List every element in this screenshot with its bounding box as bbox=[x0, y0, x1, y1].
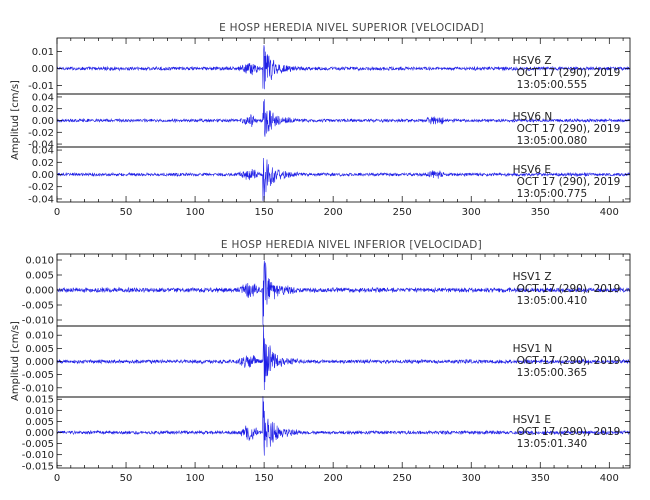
waveform-line bbox=[56, 99, 631, 137]
date-label: OCT 17 (290), 2019 bbox=[517, 283, 621, 295]
waveform-line bbox=[56, 45, 631, 90]
chart-title: E HOSP HEREDIA NIVEL INFERIOR [VELOCIDAD… bbox=[221, 239, 482, 251]
y-tick-label: -0.015 bbox=[22, 461, 54, 472]
y-tick-label: 0.015 bbox=[25, 395, 54, 406]
x-tick-label: 0 bbox=[54, 207, 60, 218]
waveform-line bbox=[56, 260, 631, 325]
x-tick-label: 250 bbox=[393, 207, 412, 218]
chart-inferior: E HOSP HEREDIA NIVEL INFERIOR [VELOCIDAD… bbox=[10, 239, 631, 484]
date-label: OCT 17 (290), 2019 bbox=[517, 176, 621, 188]
x-tick-label: 50 bbox=[120, 473, 133, 484]
station-label: HSV1 Z bbox=[513, 271, 552, 283]
y-tick-label: 0.010 bbox=[25, 406, 54, 417]
x-tick-label: 250 bbox=[393, 473, 412, 484]
x-tick-label: 100 bbox=[186, 207, 205, 218]
date-label: OCT 17 (290), 2019 bbox=[517, 123, 621, 135]
y-tick-label: 0.010 bbox=[25, 331, 54, 342]
time-label: 13:05:01.340 bbox=[517, 438, 588, 450]
date-label: OCT 17 (290), 2019 bbox=[517, 355, 621, 367]
chart-title: E HOSP HEREDIA NIVEL SUPERIOR [VELOCIDAD… bbox=[219, 22, 484, 34]
x-tick-label: 200 bbox=[324, 207, 343, 218]
y-tick-label: 0.000 bbox=[25, 357, 54, 368]
y-tick-label: -0.010 bbox=[22, 316, 54, 327]
y-tick-label: -0.005 bbox=[22, 301, 54, 312]
time-label: 13:05:00.555 bbox=[517, 79, 588, 91]
x-tick-label: 50 bbox=[120, 207, 133, 218]
y-tick-label: -0.005 bbox=[22, 439, 54, 450]
x-tick-label: 350 bbox=[531, 473, 550, 484]
station-label: HSV6 Z bbox=[513, 55, 552, 67]
y-tick-label: -0.010 bbox=[22, 383, 54, 394]
y-tick-label: 0.02 bbox=[32, 104, 54, 115]
station-label: HSV6 E bbox=[513, 164, 551, 176]
time-label: 13:05:00.080 bbox=[517, 135, 588, 147]
time-label: 13:05:00.775 bbox=[517, 188, 588, 200]
x-tick-label: 400 bbox=[600, 207, 619, 218]
time-label: 13:05:00.365 bbox=[517, 367, 588, 379]
y-axis-label: Amplitud [cm/s] bbox=[10, 80, 21, 160]
y-tick-label: -0.02 bbox=[28, 128, 54, 139]
chart-superior: E HOSP HEREDIA NIVEL SUPERIOR [VELOCIDAD… bbox=[10, 22, 631, 218]
y-tick-label: 0.04 bbox=[32, 146, 54, 157]
y-tick-label: 0.00 bbox=[32, 170, 54, 181]
y-tick-label: -0.04 bbox=[28, 140, 54, 151]
station-label: HSV1 N bbox=[513, 343, 553, 355]
y-axis-label: Amplitud [cm/s] bbox=[10, 321, 21, 401]
y-tick-label: 0.02 bbox=[32, 158, 54, 169]
x-tick-label: 400 bbox=[600, 473, 619, 484]
y-tick-label: 0.000 bbox=[25, 286, 54, 297]
y-tick-label: -0.02 bbox=[28, 182, 54, 193]
y-tick-label: 0.010 bbox=[25, 256, 54, 267]
y-tick-label: 0.005 bbox=[25, 417, 54, 428]
x-tick-label: 150 bbox=[255, 207, 274, 218]
y-tick-label: -0.010 bbox=[22, 450, 54, 461]
waveform-line bbox=[56, 396, 631, 456]
y-tick-label: -0.04 bbox=[28, 194, 54, 205]
x-tick-label: 300 bbox=[462, 473, 481, 484]
y-tick-label: 0.04 bbox=[32, 92, 54, 103]
waveform-line bbox=[56, 324, 631, 391]
x-tick-label: 300 bbox=[462, 207, 481, 218]
date-label: OCT 17 (290), 2019 bbox=[517, 426, 621, 438]
x-tick-label: 100 bbox=[186, 473, 205, 484]
y-tick-label: 0.00 bbox=[32, 64, 54, 75]
y-tick-label: 0.005 bbox=[25, 344, 54, 355]
date-label: OCT 17 (290), 2019 bbox=[517, 67, 621, 79]
y-tick-label: -0.01 bbox=[28, 81, 54, 92]
y-tick-label: -0.005 bbox=[22, 370, 54, 381]
y-tick-label: 0.000 bbox=[25, 428, 54, 439]
x-tick-label: 350 bbox=[531, 207, 550, 218]
x-tick-label: 0 bbox=[54, 473, 60, 484]
station-label: HSV1 E bbox=[513, 414, 551, 426]
y-tick-label: 0.005 bbox=[25, 271, 54, 282]
station-label: HSV6 N bbox=[513, 111, 553, 123]
y-tick-label: 0.01 bbox=[32, 47, 54, 58]
waveform-line bbox=[56, 158, 631, 201]
x-tick-label: 150 bbox=[255, 473, 274, 484]
y-tick-label: 0.00 bbox=[32, 116, 54, 127]
x-tick-label: 200 bbox=[324, 473, 343, 484]
time-label: 13:05:00.410 bbox=[517, 295, 588, 307]
